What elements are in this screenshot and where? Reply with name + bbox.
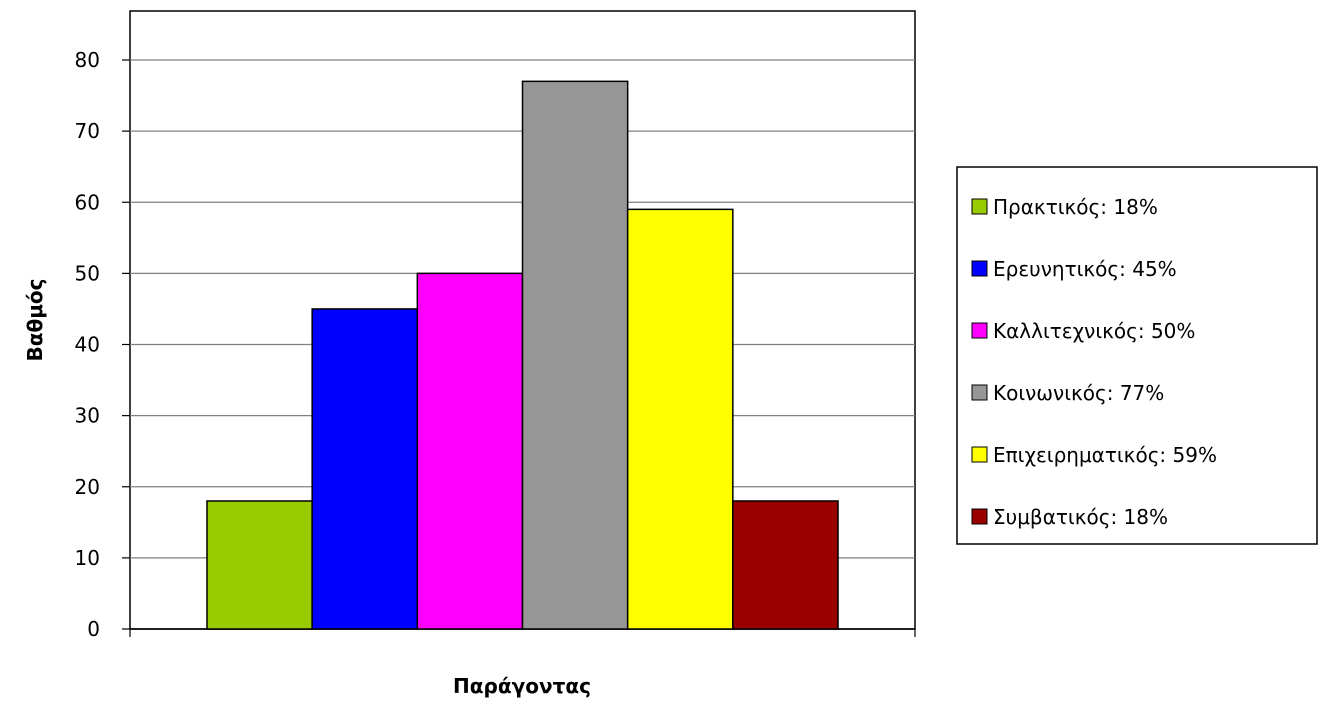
y-tick-label: 0 [87,617,100,641]
y-tick-label: 80 [75,48,100,72]
legend-label: Ερευνητικός: 45% [993,257,1177,281]
bar [206,500,313,630]
bars [206,80,839,630]
legend-swatch [971,384,988,401]
legend-label: Κοινωνικός: 77% [993,381,1164,405]
bar [311,308,419,630]
y-tick-label: 10 [75,546,100,570]
bar [416,272,524,630]
y-tick-label: 20 [75,475,100,499]
x-axis-title: Παράγοντας [453,674,591,698]
legend-swatch [971,322,988,339]
y-tick-label: 30 [75,404,100,428]
legend-label: Επιχειρηματικός: 59% [993,443,1217,467]
y-tick-label: 70 [75,119,100,143]
y-tick-label: 50 [75,261,100,285]
legend: Πρακτικός: 18% Ερευνητικός: 45% Καλλιτεχνι… [956,166,1318,545]
legend-label: Πρακτικός: 18% [993,195,1158,219]
legend-box [956,166,1318,545]
legend-swatch [971,260,988,277]
legend-items: Πρακτικός: 18% Ερευνητικός: 45% Καλλιτεχνι… [971,195,1217,529]
legend-label: Καλλιτεχνικός: 50% [993,319,1195,343]
bar [732,500,839,630]
bar [626,208,734,630]
legend-swatch [971,198,988,215]
y-axis-title: Βαθμός [23,278,47,361]
bar [521,80,629,630]
legend-swatch [971,446,988,463]
legend-label: Συμβατικός: 18% [993,505,1168,529]
legend-swatch [971,508,988,525]
y-tick-label: 60 [75,190,100,214]
y-tick-label: 40 [75,333,100,357]
